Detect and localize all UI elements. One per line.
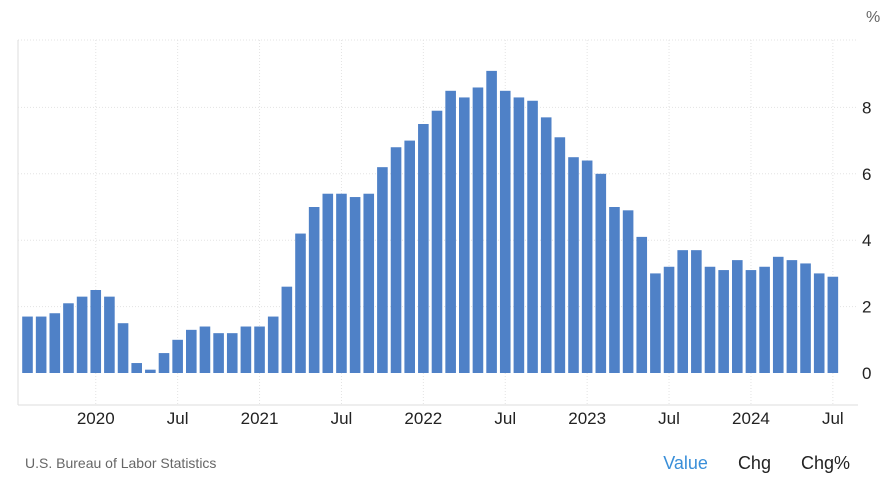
x-tick-label: Jul: [331, 409, 353, 428]
y-tick-label: 8: [862, 98, 871, 117]
bar[interactable]: [308, 207, 320, 373]
y-tick-label: 2: [862, 298, 871, 317]
bar[interactable]: [322, 193, 334, 373]
bar[interactable]: [431, 110, 443, 373]
x-tick-label: Jul: [822, 409, 844, 428]
x-tick-label: 2021: [241, 409, 279, 428]
bar[interactable]: [281, 286, 293, 373]
bar[interactable]: [404, 140, 415, 373]
bar[interactable]: [581, 160, 593, 373]
inflation-bar-chart: 0 2 4 6 8 2020 Jul 2021 Jul 2022 Jul 2023 Jul 2024 Ju…: [17, 9, 880, 428]
bar[interactable]: [772, 256, 784, 373]
y-tick-label: 0: [862, 364, 871, 383]
bar[interactable]: [336, 193, 347, 373]
bar[interactable]: [254, 326, 265, 373]
bar[interactable]: [145, 369, 156, 373]
y-tick-label: 6: [862, 165, 871, 184]
bar[interactable]: [486, 70, 497, 373]
x-tick-label: Jul: [658, 409, 680, 428]
bar[interactable]: [527, 100, 538, 373]
bar[interactable]: [759, 266, 770, 373]
bar[interactable]: [827, 276, 839, 373]
bar[interactable]: [813, 273, 825, 373]
tab-chg-percent[interactable]: Chg%: [800, 453, 850, 473]
bar[interactable]: [677, 250, 688, 373]
bar[interactable]: [22, 316, 33, 373]
bar[interactable]: [63, 303, 74, 373]
bar[interactable]: [554, 137, 566, 373]
bar[interactable]: [691, 250, 702, 373]
bar[interactable]: [732, 260, 743, 373]
bar[interactable]: [76, 296, 88, 373]
x-tick-label: Jul: [494, 409, 516, 428]
bar[interactable]: [704, 266, 716, 373]
y-axis-ticks: 0 2 4 6 8: [862, 98, 871, 383]
bar[interactable]: [158, 353, 170, 373]
bar[interactable]: [800, 263, 811, 373]
bar[interactable]: [622, 210, 634, 373]
bar[interactable]: [226, 333, 238, 373]
bar[interactable]: [186, 329, 197, 373]
bar[interactable]: [199, 326, 211, 373]
bar[interactable]: [459, 97, 470, 373]
bar[interactable]: [377, 167, 388, 373]
bar[interactable]: [540, 117, 552, 373]
bar[interactable]: [35, 316, 47, 373]
bar[interactable]: [418, 124, 429, 373]
bar[interactable]: [499, 90, 511, 374]
bar[interactable]: [131, 363, 142, 373]
bar[interactable]: [609, 207, 620, 373]
bar[interactable]: [213, 333, 224, 373]
bar[interactable]: [104, 296, 115, 373]
x-axis-ticks: 2020 Jul 2021 Jul 2022 Jul 2023 Jul 2024 Jul: [77, 409, 844, 428]
x-tick-label: 2020: [77, 409, 115, 428]
bar[interactable]: [472, 87, 484, 373]
bar[interactable]: [745, 270, 757, 373]
bar[interactable]: [636, 236, 648, 373]
bar[interactable]: [240, 326, 252, 373]
bar[interactable]: [595, 173, 607, 373]
bar[interactable]: [445, 90, 456, 374]
bar[interactable]: [363, 193, 375, 373]
y-axis-unit-label: %: [866, 9, 880, 26]
tab-value[interactable]: Value: [663, 453, 708, 473]
bar[interactable]: [267, 316, 279, 373]
bar[interactable]: [172, 339, 183, 373]
bar[interactable]: [49, 313, 61, 373]
x-tick-label: 2024: [732, 409, 770, 428]
bar[interactable]: [663, 266, 675, 373]
bar[interactable]: [349, 197, 361, 373]
source-label: U.S. Bureau of Labor Statistics: [25, 455, 217, 471]
bar[interactable]: [568, 157, 579, 373]
x-tick-label: Jul: [167, 409, 189, 428]
bar[interactable]: [513, 97, 525, 373]
y-tick-label: 4: [862, 231, 871, 250]
tab-chg[interactable]: Chg: [737, 453, 771, 473]
bar[interactable]: [718, 270, 729, 373]
value-mode-tabs: Value Chg Chg%: [663, 453, 850, 474]
bar[interactable]: [650, 273, 661, 373]
bar[interactable]: [786, 260, 798, 373]
x-tick-label: 2022: [404, 409, 442, 428]
bar[interactable]: [390, 147, 402, 373]
bar[interactable]: [295, 233, 306, 373]
x-tick-label: 2023: [568, 409, 606, 428]
chart-bars: [22, 70, 839, 374]
bar[interactable]: [90, 290, 102, 373]
bar[interactable]: [117, 323, 129, 373]
